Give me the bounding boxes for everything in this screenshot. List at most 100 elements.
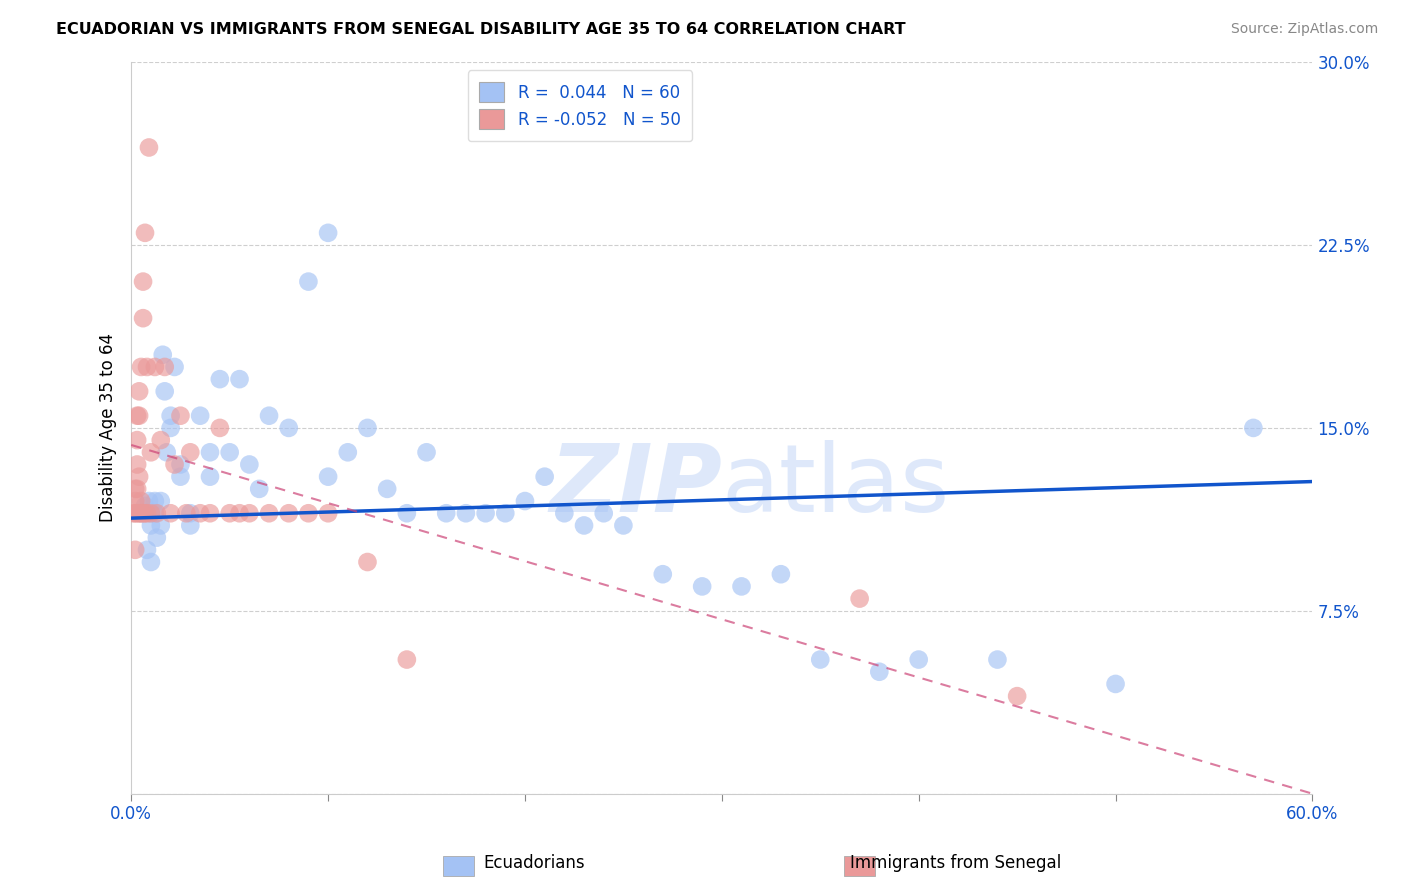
Point [434,506,457,520]
Point [176,506,198,520]
Point [277,421,299,435]
Point [188,409,211,423]
Point [153,384,176,399]
Point [238,506,260,520]
Point [139,518,162,533]
Point [848,591,870,606]
Point [159,409,181,423]
Point [124,494,146,508]
Point [179,518,201,533]
Point [228,372,250,386]
Point [127,458,149,472]
Text: Source: ZipAtlas.com: Source: ZipAtlas.com [1230,22,1378,37]
Point [690,579,713,593]
Point [356,555,378,569]
Point [134,226,156,240]
Point [128,469,150,483]
Text: Ecuadorians: Ecuadorians [484,855,585,872]
Point [612,518,634,533]
Point [134,506,156,520]
Point [149,494,172,508]
Point [730,579,752,593]
Point [868,665,890,679]
Point [153,359,176,374]
Point [138,140,160,154]
Point [152,348,174,362]
Text: Immigrants from Senegal: Immigrants from Senegal [851,855,1062,872]
Point [124,482,146,496]
Point [1241,421,1264,435]
Point [128,506,150,520]
Point [136,542,159,557]
Point [138,494,160,508]
Point [907,652,929,666]
Point [808,652,831,666]
Point [208,421,231,435]
Point [124,506,146,520]
Point [159,506,181,520]
Text: ZIP: ZIP [548,441,721,533]
Point [198,469,221,483]
Point [149,518,172,533]
Point [218,506,240,520]
Point [128,409,150,423]
Point [198,445,221,459]
Point [139,555,162,569]
Point [163,359,186,374]
Point [592,506,614,520]
Point [179,445,201,459]
Point [124,542,146,557]
Point [143,359,166,374]
Point [139,506,162,520]
Point [316,469,339,483]
Point [356,421,378,435]
Point [208,372,231,386]
Point [134,499,156,513]
Point [169,458,191,472]
Point [132,311,155,326]
Point [136,506,159,520]
Point [159,421,181,435]
Point [553,506,575,520]
Point [297,275,319,289]
Point [129,359,152,374]
Point [128,384,150,399]
Point [257,409,280,423]
Point [454,506,477,520]
Y-axis label: Disability Age 35 to 64: Disability Age 35 to 64 [100,334,117,523]
Point [572,518,595,533]
Point [1005,689,1028,703]
Legend: R =  0.044   N = 60, R = -0.052   N = 50: R = 0.044 N = 60, R = -0.052 N = 50 [468,70,692,141]
Point [395,652,418,666]
Point [336,445,359,459]
Point [127,409,149,423]
Point [139,506,162,520]
Point [474,506,496,520]
Point [247,482,270,496]
Point [139,445,162,459]
Point [375,482,398,496]
Point [316,226,339,240]
Point [143,506,166,520]
Point [132,275,155,289]
Point [136,359,159,374]
Point [169,469,191,483]
Point [149,433,172,447]
Text: atlas: atlas [721,441,950,533]
Point [169,409,191,423]
Point [228,506,250,520]
Point [395,506,418,520]
Point [297,506,319,520]
Point [513,494,536,508]
Point [1104,677,1126,691]
Point [129,494,152,508]
Point [127,433,149,447]
Point [494,506,516,520]
Point [651,567,673,582]
Point [127,482,149,496]
Text: ECUADORIAN VS IMMIGRANTS FROM SENEGAL DISABILITY AGE 35 TO 64 CORRELATION CHART: ECUADORIAN VS IMMIGRANTS FROM SENEGAL DI… [56,22,905,37]
Point [316,506,339,520]
Point [146,506,169,520]
Point [986,652,1008,666]
Point [143,494,166,508]
